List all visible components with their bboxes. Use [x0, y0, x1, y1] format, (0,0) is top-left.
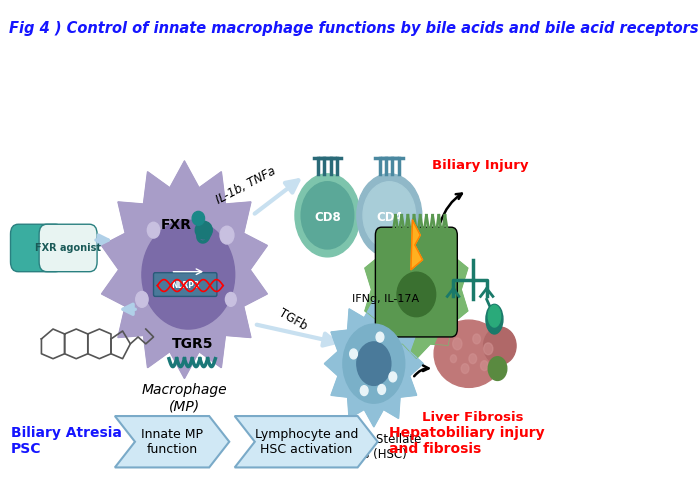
Circle shape [147, 222, 160, 238]
Circle shape [363, 182, 416, 249]
Text: Biliary Atresia
PSC: Biliary Atresia PSC [10, 426, 121, 456]
Ellipse shape [484, 327, 516, 365]
Text: TGR5: TGR5 [172, 337, 213, 351]
Text: IFNg, IL-17A: IFNg, IL-17A [352, 294, 419, 304]
FancyBboxPatch shape [10, 224, 63, 271]
Circle shape [450, 355, 456, 363]
Polygon shape [234, 416, 378, 467]
Ellipse shape [142, 220, 235, 329]
Circle shape [220, 226, 234, 244]
Circle shape [225, 293, 236, 306]
Ellipse shape [434, 320, 504, 388]
Circle shape [360, 386, 368, 395]
Circle shape [357, 342, 391, 386]
FancyBboxPatch shape [153, 272, 217, 296]
Ellipse shape [488, 305, 500, 327]
Polygon shape [324, 300, 424, 427]
Text: IL-1b, TNFa: IL-1b, TNFa [214, 165, 279, 207]
Circle shape [389, 372, 397, 382]
Circle shape [461, 364, 469, 373]
Circle shape [469, 354, 477, 364]
Circle shape [136, 292, 148, 307]
Text: TGFb: TGFb [276, 306, 309, 332]
FancyBboxPatch shape [375, 227, 457, 337]
Circle shape [488, 357, 507, 380]
Polygon shape [102, 161, 267, 378]
FancyBboxPatch shape [39, 224, 97, 271]
Text: Liver Fibrosis: Liver Fibrosis [422, 411, 524, 424]
Circle shape [301, 182, 354, 249]
Ellipse shape [486, 304, 503, 334]
Polygon shape [115, 416, 230, 467]
Text: Biliary Injury: Biliary Injury [433, 159, 528, 172]
Circle shape [473, 334, 480, 344]
Circle shape [376, 332, 384, 342]
Text: NLRP3: NLRP3 [171, 281, 199, 290]
Polygon shape [365, 220, 468, 359]
Text: Lymphocyte and
HSC activation: Lymphocyte and HSC activation [255, 428, 358, 456]
Text: Innate MP
function: Innate MP function [141, 428, 203, 456]
Text: CD4: CD4 [376, 211, 402, 224]
Ellipse shape [397, 272, 435, 317]
Text: FXR: FXR [161, 218, 192, 232]
Text: CD8: CD8 [314, 211, 341, 224]
Circle shape [453, 338, 462, 350]
Ellipse shape [195, 221, 212, 239]
Polygon shape [411, 220, 423, 270]
Text: FXR agonist: FXR agonist [35, 243, 101, 253]
Text: Fig 4 ) Control of innate macrophage functions by bile acids and bile acid recep: Fig 4 ) Control of innate macrophage fun… [9, 21, 699, 36]
Circle shape [295, 174, 360, 257]
Circle shape [350, 349, 358, 359]
Circle shape [480, 361, 488, 370]
Text: Macrophage
(MP): Macrophage (MP) [141, 383, 228, 414]
Circle shape [343, 324, 405, 403]
Text: Hepatic Stellate
Cells (HSC): Hepatic Stellate Cells (HSC) [327, 433, 421, 461]
Ellipse shape [193, 211, 204, 225]
Circle shape [378, 385, 386, 394]
Text: Hepatobiliary injury
and fibrosis: Hepatobiliary injury and fibrosis [389, 426, 545, 456]
Circle shape [357, 174, 422, 257]
Circle shape [484, 343, 493, 355]
